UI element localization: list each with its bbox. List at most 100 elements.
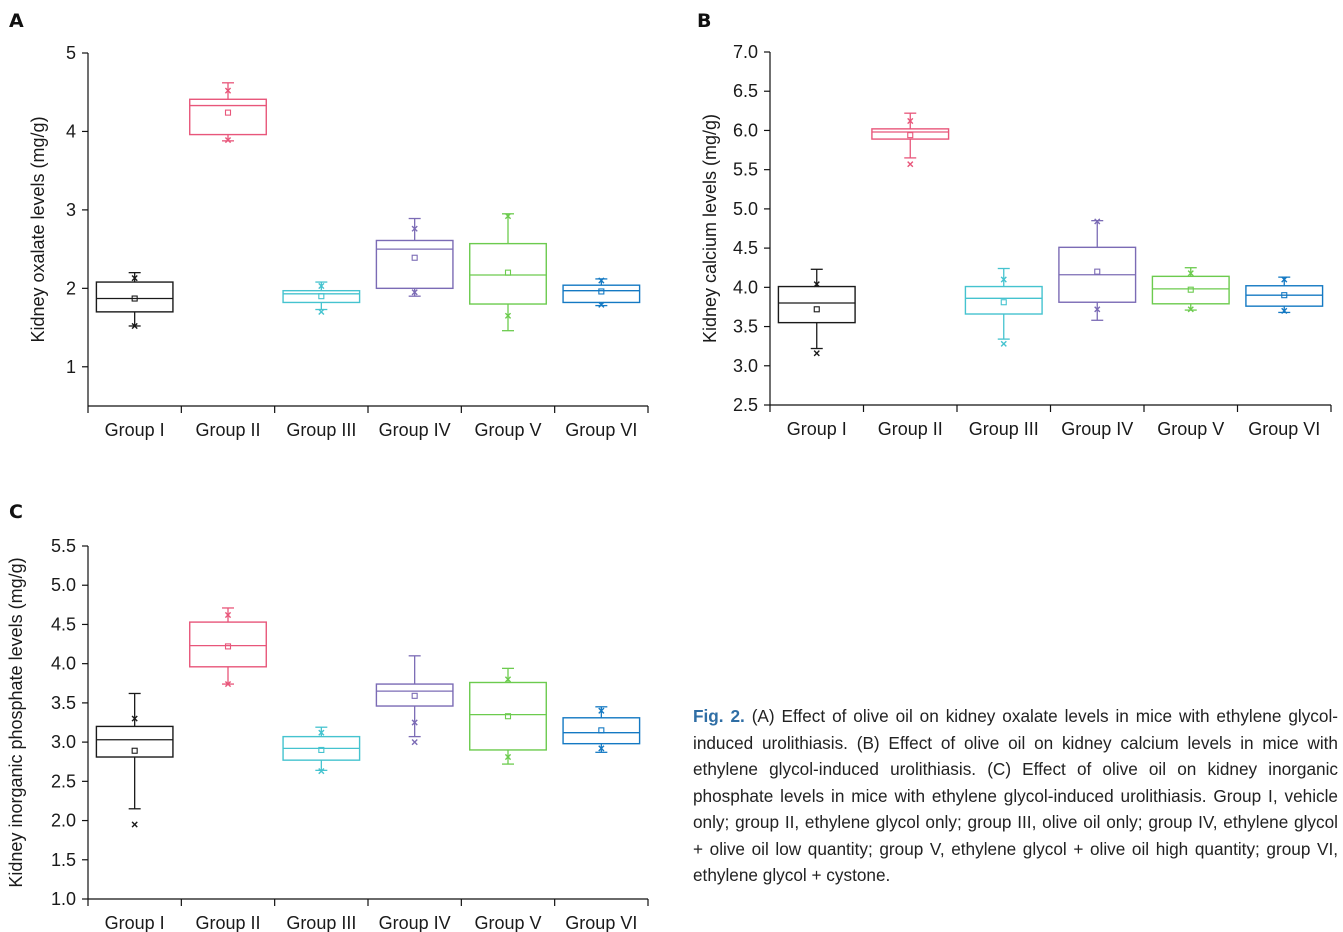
- y-tick-label: 4: [66, 121, 76, 141]
- min-marker: [1281, 307, 1288, 314]
- min-marker: [504, 312, 512, 319]
- min-marker: [411, 289, 418, 296]
- max-marker-stroke-b: [224, 611, 232, 619]
- max-marker: [131, 275, 138, 282]
- max-marker-stroke-b: [598, 707, 605, 714]
- y-tick-label: 6.0: [733, 120, 758, 140]
- box-iqr: [469, 681, 547, 751]
- min-marker-stroke-b: [907, 161, 914, 168]
- box-4: [1058, 218, 1137, 321]
- y-tick-label: 1.0: [51, 889, 76, 909]
- mean-marker: [1281, 292, 1288, 299]
- panel-letter-a: A: [9, 10, 24, 32]
- max-marker: [1000, 276, 1007, 283]
- panel-letter-b: B: [697, 10, 712, 32]
- max-marker: [598, 277, 605, 284]
- y-tick-label: 1.5: [51, 850, 76, 870]
- figure-caption: Fig. 2. (A) Effect of olive oil on kidne…: [693, 703, 1338, 889]
- x-tick-label: Group V: [474, 913, 541, 932]
- chart-b: 2.5 3.0 3.5 4.0 4.5 5.0 5.5 6.0 6.5 7.0 Kidney cal…: [700, 42, 1332, 439]
- max-marker-stroke-b: [411, 225, 418, 232]
- x-tick-label: Group II: [195, 913, 260, 932]
- box-3: [282, 726, 361, 775]
- min-marker-stroke-b: [1000, 340, 1007, 347]
- panel-letter-c: C: [9, 501, 23, 523]
- mean-marker: [131, 295, 138, 302]
- y-axis-title: Kidney calcium levels (mg/g): [700, 114, 720, 343]
- box-iqr: [964, 285, 1043, 315]
- y-tick-label: 7.0: [733, 42, 758, 62]
- box-iqr: [375, 239, 454, 290]
- max-marker: [224, 87, 232, 94]
- mean-marker: [411, 254, 418, 261]
- min-marker: [813, 350, 820, 357]
- box-5: [469, 667, 547, 765]
- min-marker: [1094, 306, 1101, 313]
- min-marker: [598, 301, 605, 308]
- y-tick-label: 5.5: [733, 160, 758, 180]
- min-marker-stroke-b: [318, 768, 325, 775]
- box-6: [562, 706, 641, 753]
- box-iqr: [375, 683, 454, 707]
- max-marker: [1281, 276, 1288, 283]
- box-5: [469, 213, 547, 332]
- box-iqr: [562, 284, 641, 304]
- max-marker: [131, 715, 138, 722]
- y-tick-label: 4.5: [51, 614, 76, 634]
- box-3: [964, 267, 1043, 347]
- box-iqr: [282, 289, 361, 304]
- mean-marker: [598, 288, 605, 295]
- mean-marker: [1094, 268, 1101, 275]
- min-marker-stroke-b: [504, 312, 512, 319]
- mean-marker: [411, 692, 418, 699]
- box-iqr: [871, 128, 950, 140]
- mean-marker: [598, 727, 605, 734]
- max-marker-stroke-b: [1281, 276, 1288, 283]
- y-tick-label: 5: [66, 43, 76, 63]
- mean-marker: [224, 109, 232, 116]
- chart-a: 1 2 3 4 5 Kidney oxalate levels (mg/g) Group I…: [28, 43, 649, 440]
- min-marker: [504, 753, 512, 761]
- mean-marker: [318, 293, 325, 300]
- min-marker-stroke-b: [224, 680, 232, 688]
- mean-marker: [318, 746, 325, 754]
- box-1: [95, 692, 174, 828]
- mean-marker: [1187, 286, 1194, 293]
- min-marker-stroke-b: [1094, 306, 1101, 313]
- box-iqr: [189, 98, 267, 136]
- min-marker-stroke-b: [813, 350, 820, 357]
- x-tick-label: Group IV: [1061, 419, 1133, 439]
- max-marker-stroke-b: [411, 719, 418, 726]
- max-marker-stroke-b: [504, 213, 512, 220]
- min-marker: [1000, 340, 1007, 347]
- box-2: [871, 112, 950, 168]
- box-5: [1151, 267, 1230, 313]
- y-tick-label: 5.0: [733, 199, 758, 219]
- mean-marker: [131, 747, 138, 754]
- max-marker-stroke-b: [598, 277, 605, 284]
- x-tick-label: Group I: [105, 420, 165, 440]
- max-marker: [318, 729, 325, 736]
- max-marker: [318, 282, 325, 290]
- y-tick-label: 5.0: [51, 575, 76, 595]
- min-marker: [318, 768, 325, 775]
- y-tick-label: 3: [66, 200, 76, 220]
- box-1: [777, 268, 856, 357]
- box-iqr: [95, 725, 174, 758]
- box-4: [375, 217, 454, 297]
- min-marker: [1187, 306, 1194, 313]
- max-marker-stroke-b: [504, 676, 512, 683]
- mean-marker: [224, 643, 232, 650]
- y-tick-label: 3.0: [733, 356, 758, 376]
- box-iqr: [95, 281, 174, 313]
- x-tick-label: Group I: [787, 419, 847, 439]
- y-tick-label: 6.5: [733, 81, 758, 101]
- y-tick-label: 2.5: [733, 395, 758, 415]
- box-iqr: [1245, 285, 1324, 307]
- min-marker-stroke-b: [224, 136, 232, 144]
- min-marker: [224, 680, 232, 688]
- min-marker: [907, 161, 914, 168]
- min-marker: [598, 745, 605, 752]
- figure-label: Fig. 2.: [693, 706, 745, 726]
- x-tick-label: Group I: [105, 913, 165, 932]
